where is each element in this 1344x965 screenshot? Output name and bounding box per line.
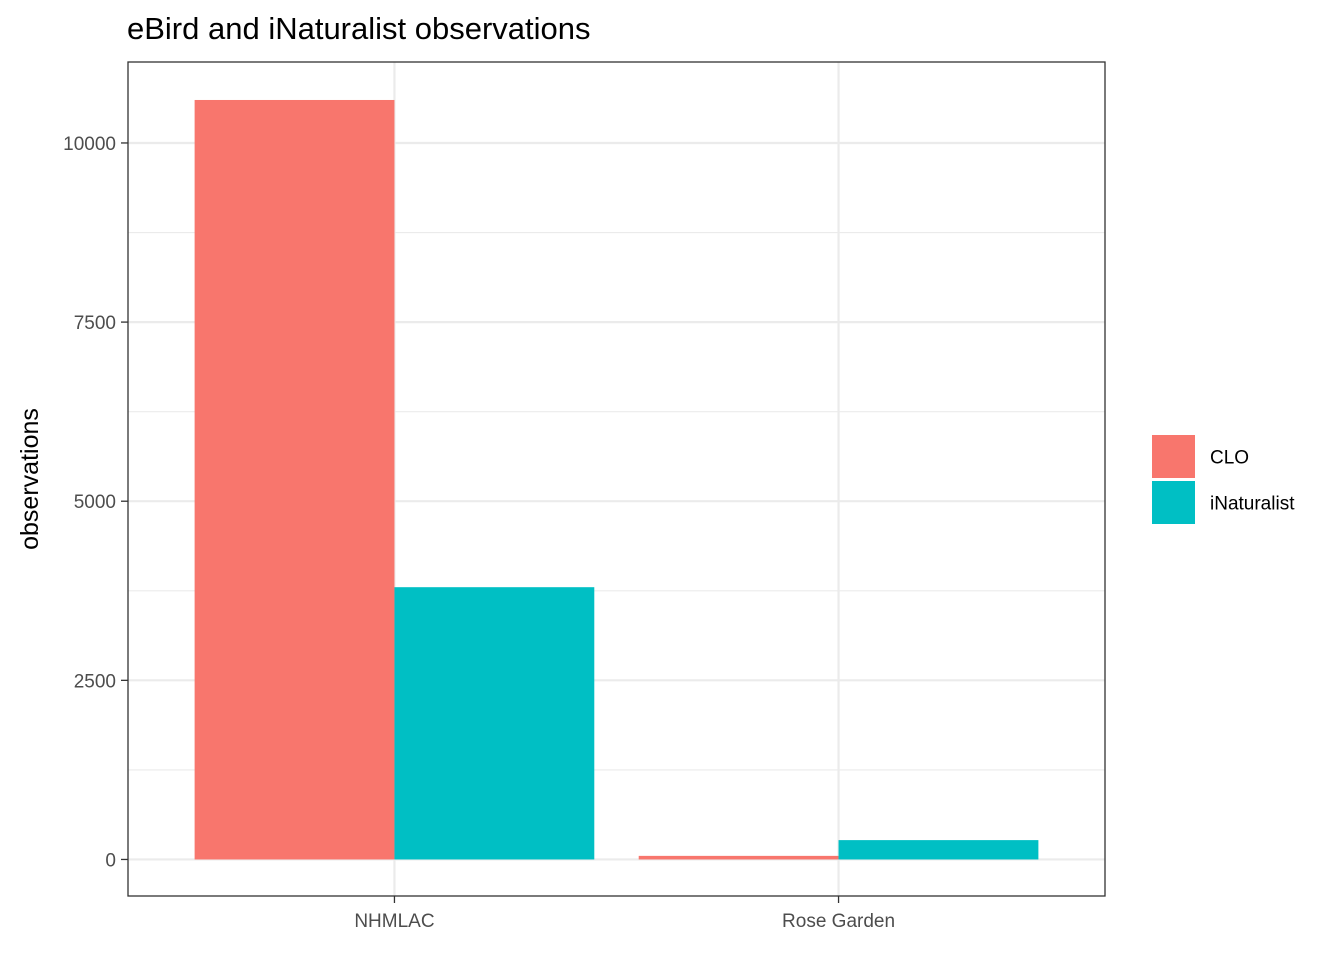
y-tick-label: 7500 xyxy=(74,313,116,334)
legend-key-inaturalist xyxy=(1152,481,1195,524)
panel-border xyxy=(127,61,1106,897)
legend: CLO iNaturalist xyxy=(1152,435,1295,524)
chart-title: eBird and iNaturalist observations xyxy=(127,11,591,46)
bar-clo-rose-garden xyxy=(638,855,839,860)
y-axis-title: observations xyxy=(16,408,44,550)
legend-label: CLO xyxy=(1210,448,1249,469)
y-tick-label: 0 xyxy=(105,850,116,871)
x-tick-label: NHMLAC xyxy=(354,911,434,932)
bars xyxy=(194,99,1039,860)
bar-clo-nhmlac xyxy=(194,99,395,860)
legend-key-clo xyxy=(1152,435,1195,478)
y-axis: 0 2500 5000 7500 10000 xyxy=(63,134,128,871)
x-axis: NHMLAC Rose Garden xyxy=(354,896,895,932)
bar-inaturalist-nhmlac xyxy=(394,587,595,860)
x-tick-label: Rose Garden xyxy=(782,911,895,932)
y-tick-label: 10000 xyxy=(63,134,116,155)
panel-frame xyxy=(127,61,1106,897)
legend-label: iNaturalist xyxy=(1210,494,1295,515)
y-tick-label: 5000 xyxy=(74,492,116,513)
bar-inaturalist-rose-garden xyxy=(838,840,1039,860)
y-tick-label: 2500 xyxy=(74,671,116,692)
